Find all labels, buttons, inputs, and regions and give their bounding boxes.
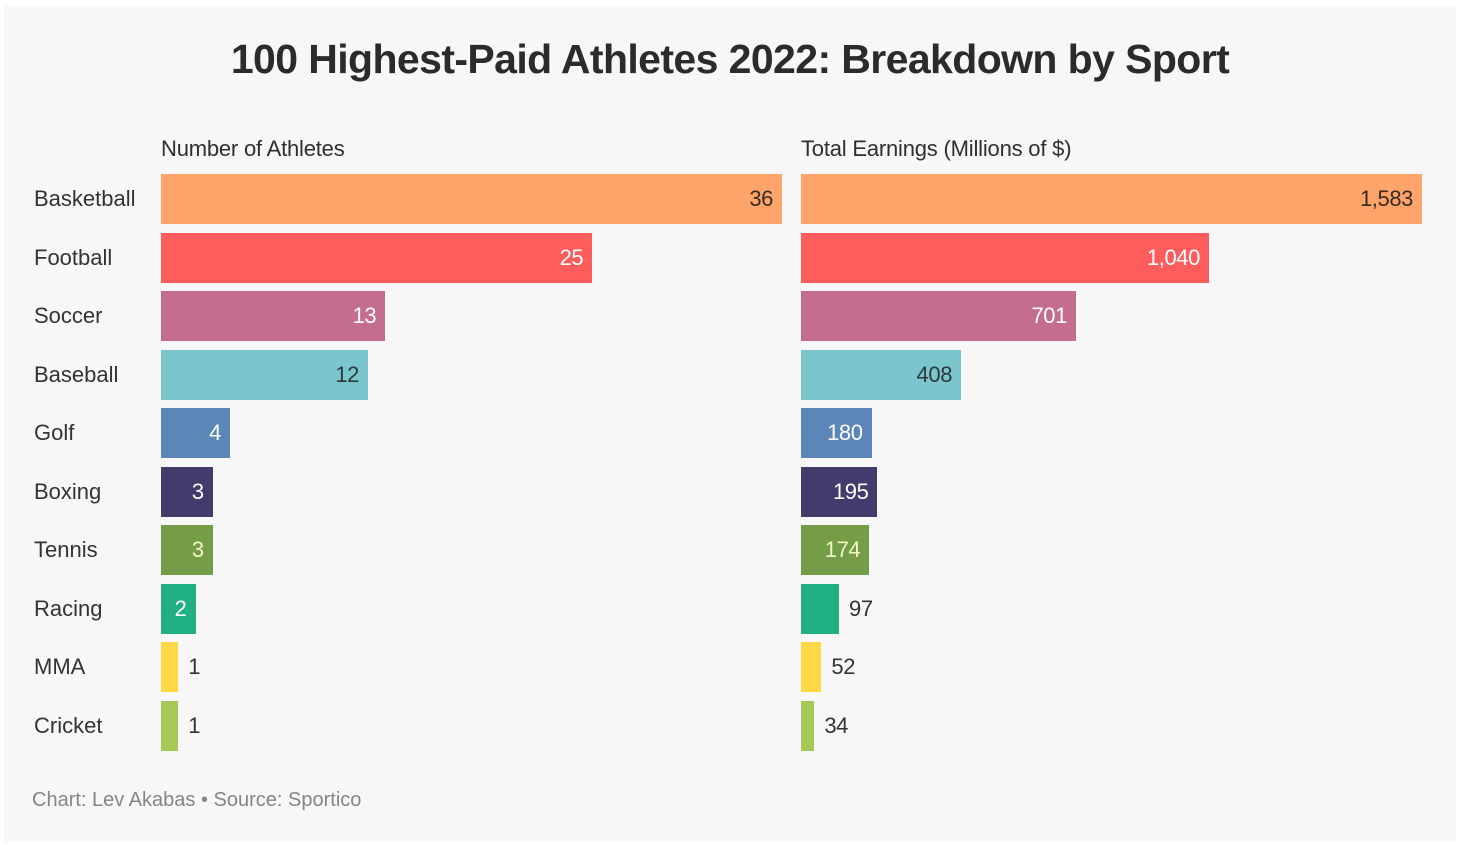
athletes-bar-football xyxy=(161,232,593,283)
earnings-value-label-baseball: 408 xyxy=(916,361,953,387)
athletes-value-label-boxing: 3 xyxy=(191,478,204,504)
athletes-bar-golf xyxy=(161,408,230,458)
chart-title: 100 Highest-Paid Athletes 2022: Breakdow… xyxy=(230,36,1230,82)
category-label-golf: Golf xyxy=(34,420,75,445)
athletes-bar-mma xyxy=(161,642,179,692)
athletes-value-label-basketball: 36 xyxy=(749,186,773,211)
chart-card xyxy=(4,6,1456,842)
athletes-bar-baseball xyxy=(161,349,368,400)
category-label-racing: Racing xyxy=(34,595,103,621)
earnings-bar-golf xyxy=(801,408,872,458)
athletes-value-label-soccer: 13 xyxy=(352,303,377,328)
athletes-value-label-football: 25 xyxy=(559,244,584,270)
panel-title-athletes: Number of Athletes xyxy=(161,136,345,161)
earnings-bar-football xyxy=(801,232,1209,283)
category-label-cricket: Cricket xyxy=(34,712,103,738)
panel-title-earnings: Total Earnings (Millions of $) xyxy=(801,136,1072,161)
earnings-value-label-golf: 180 xyxy=(827,420,863,445)
athletes-bar-boxing xyxy=(161,466,213,517)
category-label-mma: MMA xyxy=(34,654,86,679)
earnings-bar-basketball xyxy=(801,174,1422,224)
athletes-value-label-mma: 1 xyxy=(188,654,201,679)
earnings-value-label-boxing: 195 xyxy=(832,478,869,504)
earnings-value-label-football: 1,040 xyxy=(1146,244,1200,270)
earnings-bar-baseball xyxy=(801,349,962,400)
earnings-value-label-soccer: 701 xyxy=(1031,303,1067,328)
athletes-value-label-tennis: 3 xyxy=(191,537,204,562)
earnings-bar-cricket xyxy=(801,700,815,751)
category-label-football: Football xyxy=(34,244,113,270)
chart-credit: Chart: Lev Akabas • Source: Sportico xyxy=(32,789,362,811)
athletes-bar-cricket xyxy=(161,700,179,751)
category-label-tennis: Tennis xyxy=(34,537,98,562)
athletes-value-label-baseball: 12 xyxy=(335,361,359,387)
earnings-value-label-tennis: 174 xyxy=(824,537,861,562)
category-label-baseball: Baseball xyxy=(34,361,119,387)
category-label-basketball: Basketball xyxy=(34,186,136,211)
athletes-bar-tennis xyxy=(161,525,213,575)
category-label-boxing: Boxing xyxy=(34,478,102,504)
earnings-value-label-basketball: 1,583 xyxy=(1359,186,1413,211)
earnings-bar-boxing xyxy=(801,466,878,517)
earnings-value-label-cricket: 34 xyxy=(824,712,848,738)
earnings-value-label-mma: 52 xyxy=(831,654,856,679)
athletes-value-label-cricket: 1 xyxy=(188,712,201,738)
earnings-bar-mma xyxy=(801,642,822,692)
earnings-value-label-racing: 97 xyxy=(849,595,873,621)
athletes-bar-soccer xyxy=(161,291,386,341)
athletes-bar-racing xyxy=(161,583,196,634)
earnings-bar-tennis xyxy=(801,525,870,575)
category-label-soccer: Soccer xyxy=(34,303,103,328)
athletes-value-label-golf: 4 xyxy=(209,420,221,445)
athletes-bar-basketball xyxy=(161,174,782,224)
athletes-value-label-racing: 2 xyxy=(174,595,187,621)
earnings-bar-racing xyxy=(801,583,840,634)
earnings-bar-soccer xyxy=(801,291,1076,341)
